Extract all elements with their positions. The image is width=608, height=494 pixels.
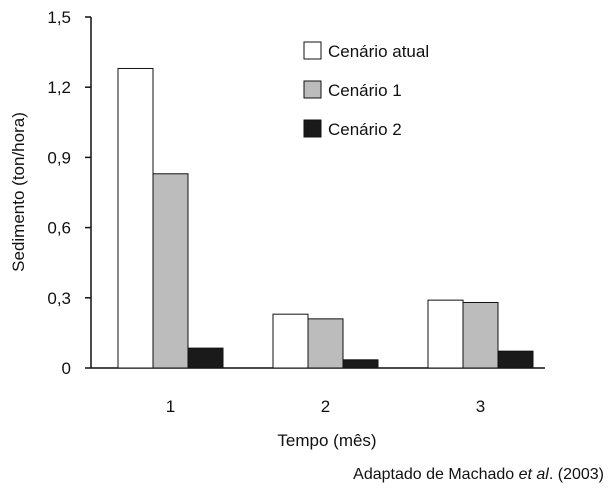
bar-cenario-2-2 (342, 359, 379, 369)
y-axis-title: Sedimento (ton/hora) (9, 112, 28, 272)
x-tick-label: 3 (476, 397, 485, 416)
y-tick-label: 0 (62, 359, 71, 378)
source-suffix: . (2003) (548, 466, 604, 483)
bar-cenario-2-3 (497, 350, 534, 369)
bar-cenario-1-3 (462, 301, 499, 369)
source-prefix: Adaptado de Machado (353, 466, 519, 483)
bar-cenario-atual-1 (117, 67, 154, 369)
legend-label: Cenário atual (328, 42, 429, 61)
x-ticks: 1 2 3 (166, 397, 485, 416)
legend-label: Cenário 1 (328, 81, 402, 100)
bar-cenario-atual-2 (272, 313, 309, 369)
x-tick-label: 2 (321, 397, 330, 416)
x-axis-title: Tempo (mês) (277, 431, 376, 450)
source-italic: et al (518, 466, 549, 483)
x-axis: 1 2 3 (91, 367, 545, 416)
legend-swatch (303, 41, 322, 60)
bar-cenario-1-2 (307, 318, 344, 369)
legend-swatch (303, 80, 322, 99)
y-ticks: 0 0,3 0,6 0,9 1,2 1,5 (47, 8, 91, 378)
y-tick-label: 0,6 (47, 219, 71, 238)
y-tick-label: 0,3 (47, 289, 71, 308)
bar-cenario-1-1 (152, 173, 189, 369)
x-tick-label: 1 (166, 397, 175, 416)
bar-cenario-2-1 (187, 347, 224, 369)
source-note: Adaptado de Machado et al. (2003) (353, 466, 604, 484)
y-tick-label: 0,9 (47, 148, 71, 167)
legend: Cenário atual Cenário 1 Cenário 2 (303, 41, 429, 139)
bars (117, 67, 534, 369)
y-axis: 0 0,3 0,6 0,9 1,2 1,5 (47, 8, 92, 378)
y-tick-label: 1,2 (47, 78, 71, 97)
bar-cenario-atual-3 (427, 299, 464, 369)
legend-swatch (303, 119, 322, 138)
y-tick-label: 1,5 (47, 8, 71, 27)
legend-label: Cenário 2 (328, 120, 402, 139)
